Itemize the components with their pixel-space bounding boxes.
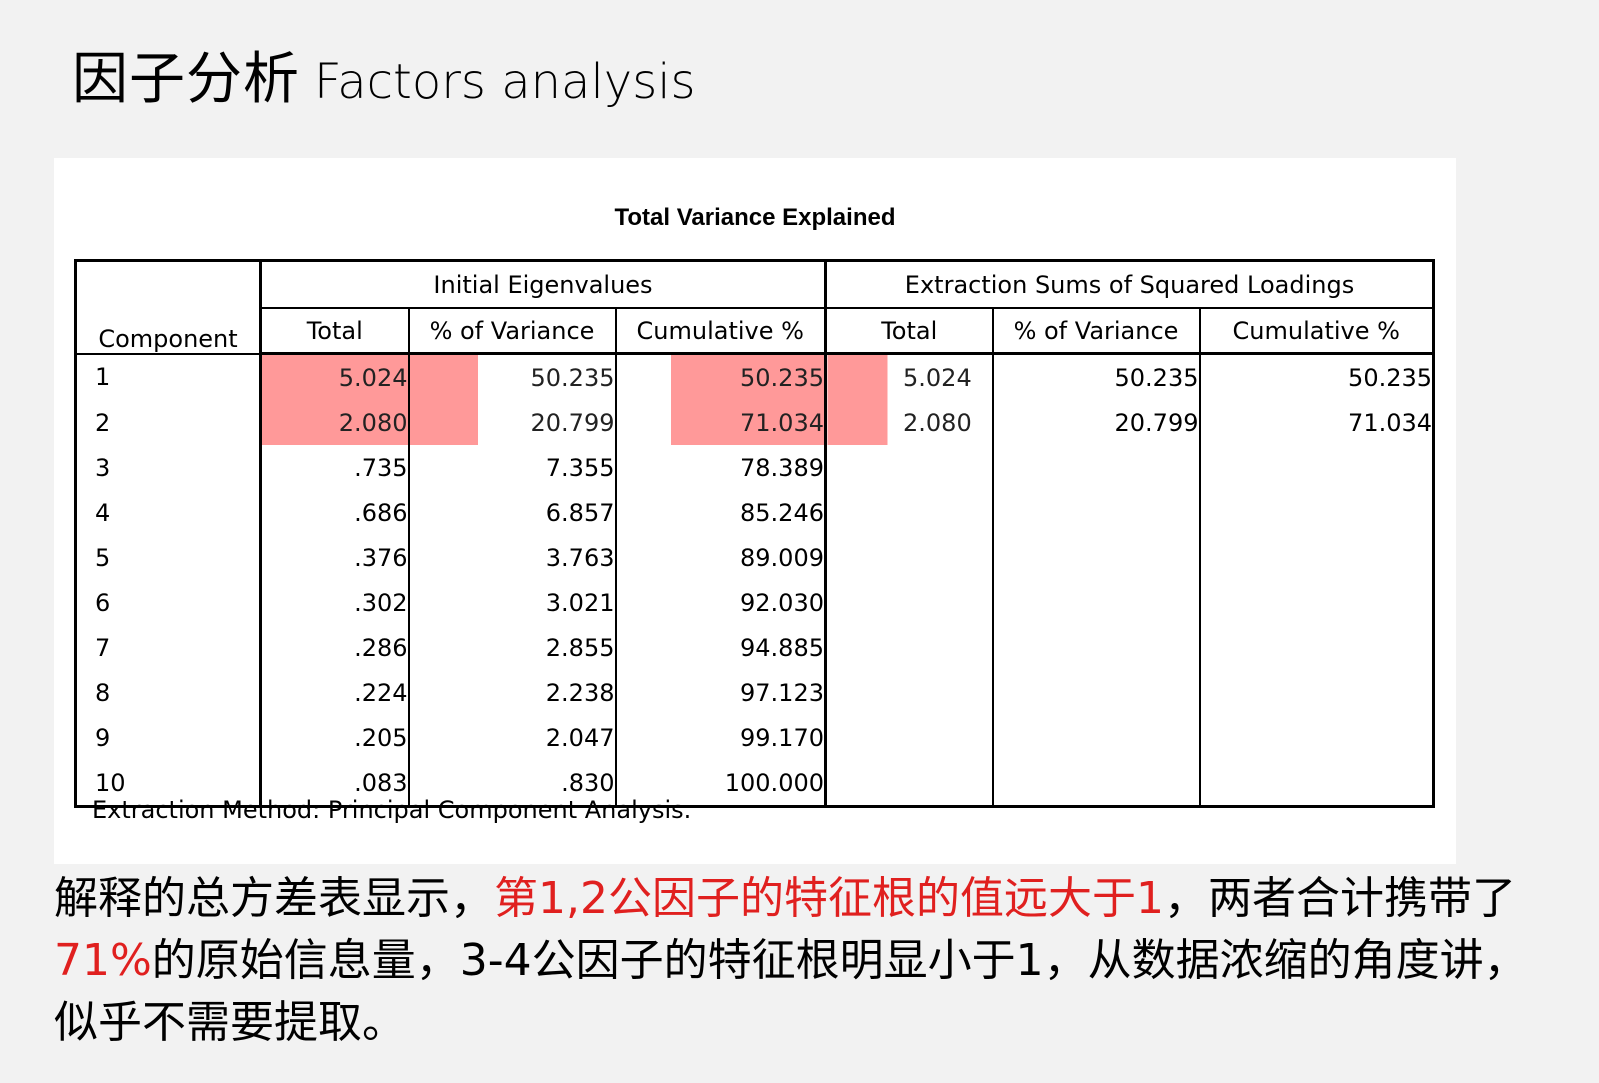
- component-cell: 9: [76, 715, 261, 760]
- value-cell: 50.235: [1200, 354, 1434, 401]
- value-cell: [993, 670, 1200, 715]
- extraction-sums-header: Extraction Sums of Squared Loadings: [826, 261, 1434, 309]
- table-row: 1 5.024 50.235 50.235 5.024 50.235 50.235: [76, 354, 1434, 401]
- value-cell: [993, 535, 1200, 580]
- value-cell: 97.123: [616, 670, 826, 715]
- value-cell: [1200, 580, 1434, 625]
- value-cell: .735: [261, 445, 409, 490]
- value-cell: 2.047: [409, 715, 616, 760]
- value-cell: [826, 580, 993, 625]
- spss-output-panel: Total Variance Explained Component Initi…: [54, 158, 1456, 864]
- value-cell: [993, 760, 1200, 807]
- paragraph-text-1: 解释的总方差表显示，: [54, 873, 494, 924]
- table-row: 8.224 2.238 97.123: [76, 670, 1434, 715]
- value-cell: 2.080: [826, 400, 993, 445]
- table-row: 7.286 2.855 94.885: [76, 625, 1434, 670]
- value-cell: [1200, 625, 1434, 670]
- value-cell: 50.235: [993, 354, 1200, 401]
- value-cell: [826, 625, 993, 670]
- value-cell: 71.034: [616, 400, 826, 445]
- paragraph-highlight-1: 第1,2公因子的特征根的值远大于1: [494, 873, 1164, 924]
- value-cell: 6.857: [409, 490, 616, 535]
- value-cell: 99.170: [616, 715, 826, 760]
- component-cell: 2: [76, 400, 261, 445]
- col-header-variance-extraction: % of Variance: [993, 308, 1200, 354]
- value-cell: 78.389: [616, 445, 826, 490]
- value-cell: [993, 625, 1200, 670]
- paragraph-highlight-2: 71%: [54, 935, 152, 986]
- value-cell: [826, 490, 993, 535]
- value-cell: [1200, 490, 1434, 535]
- component-cell: 5: [76, 535, 261, 580]
- value-cell: 20.799: [993, 400, 1200, 445]
- value-cell: 71.034: [1200, 400, 1434, 445]
- value-cell: .686: [261, 490, 409, 535]
- table-row: 4.686 6.857 85.246: [76, 490, 1434, 535]
- paragraph-text-2: ，两者合计携带了: [1164, 873, 1516, 924]
- component-cell: 3: [76, 445, 261, 490]
- component-cell: 1: [76, 354, 261, 401]
- explanation-paragraph: 解释的总方差表显示，第1,2公因子的特征根的值远大于1，两者合计携带了 71%的原…: [54, 868, 1554, 1054]
- slide-title: 因子分析 Factors analysis: [72, 40, 696, 122]
- value-cell: 94.885: [616, 625, 826, 670]
- value-cell: 2.238: [409, 670, 616, 715]
- table-row: 9.205 2.047 99.170: [76, 715, 1434, 760]
- title-english: Factors analysis: [314, 54, 696, 110]
- col-header-total-initial: Total: [261, 308, 409, 354]
- value-cell: .224: [261, 670, 409, 715]
- value-cell: 92.030: [616, 580, 826, 625]
- value-cell: [826, 760, 993, 807]
- value-cell: 20.799: [409, 400, 616, 445]
- value-cell: 50.235: [616, 354, 826, 401]
- col-header-cumulative-extraction: Cumulative %: [1200, 308, 1434, 354]
- value-cell: 5.024: [826, 354, 993, 401]
- value-cell: 7.355: [409, 445, 616, 490]
- value-cell: 3.763: [409, 535, 616, 580]
- value-cell: 3.021: [409, 580, 616, 625]
- value-cell: .376: [261, 535, 409, 580]
- table-row: 3.735 7.355 78.389: [76, 445, 1434, 490]
- table-title: Total Variance Explained: [54, 204, 1456, 232]
- table-row: 6.302 3.021 92.030: [76, 580, 1434, 625]
- value-cell: [993, 490, 1200, 535]
- value-cell: [1200, 715, 1434, 760]
- value-cell: .302: [261, 580, 409, 625]
- col-header-cumulative-initial: Cumulative %: [616, 308, 826, 354]
- total-variance-table: Component Initial Eigenvalues Extraction…: [74, 259, 1435, 808]
- value-cell: [1200, 670, 1434, 715]
- value-cell: 5.024: [261, 354, 409, 401]
- value-cell: 2.080: [261, 400, 409, 445]
- table-row: 2 2.080 20.799 71.034 2.080 20.799 71.034: [76, 400, 1434, 445]
- paragraph-text-3: 的原始信息量，3-4公因子的特征根明显小于1，从数据浓缩的角度讲，似乎不需要提取…: [54, 935, 1528, 1048]
- value-cell: [1200, 535, 1434, 580]
- value-cell: [826, 670, 993, 715]
- value-cell: [826, 535, 993, 580]
- value-cell: .286: [261, 625, 409, 670]
- component-cell: 7: [76, 625, 261, 670]
- value-cell: 2.855: [409, 625, 616, 670]
- value-cell: 89.009: [616, 535, 826, 580]
- initial-eigenvalues-header: Initial Eigenvalues: [261, 261, 826, 309]
- table-footnote: Extraction Method: Principal Component A…: [92, 796, 691, 824]
- component-cell: 6: [76, 580, 261, 625]
- component-header: Component: [76, 261, 261, 354]
- value-cell: 85.246: [616, 490, 826, 535]
- value-cell: [993, 715, 1200, 760]
- value-cell: 50.235: [409, 354, 616, 401]
- value-cell: [826, 445, 993, 490]
- col-header-total-extraction: Total: [826, 308, 993, 354]
- table-row: 5.376 3.763 89.009: [76, 535, 1434, 580]
- col-header-variance-initial: % of Variance: [409, 308, 616, 354]
- value-cell: .205: [261, 715, 409, 760]
- value-cell: [993, 445, 1200, 490]
- title-chinese: 因子分析: [72, 47, 300, 112]
- value-cell: [1200, 445, 1434, 490]
- component-cell: 8: [76, 670, 261, 715]
- value-cell: [993, 580, 1200, 625]
- component-cell: 4: [76, 490, 261, 535]
- value-cell: [1200, 760, 1434, 807]
- value-cell: [826, 715, 993, 760]
